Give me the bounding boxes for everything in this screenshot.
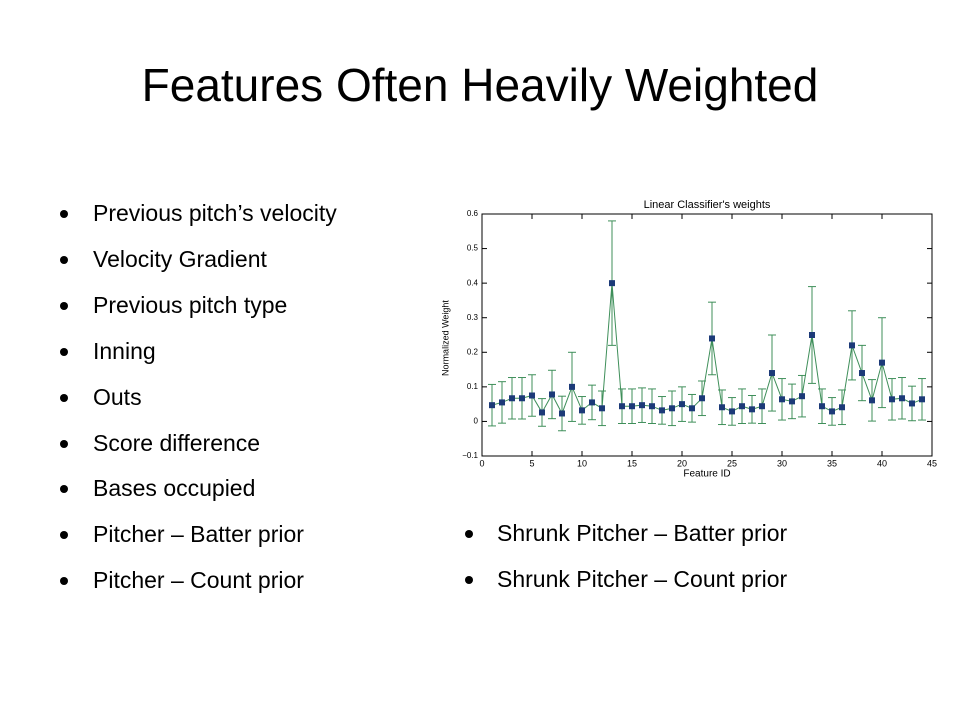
bullet-text: Inning bbox=[93, 337, 156, 364]
bullet-dot bbox=[60, 210, 68, 218]
data-marker bbox=[869, 397, 875, 404]
x-tick-label: 20 bbox=[677, 458, 687, 468]
bullet-dot bbox=[60, 485, 68, 494]
bullet-text: Bases occupied bbox=[93, 475, 256, 502]
bullet-dot bbox=[60, 439, 68, 448]
plot-frame bbox=[481, 213, 933, 457]
data-marker bbox=[789, 398, 795, 405]
data-marker bbox=[649, 403, 655, 410]
bullet-text: Previous pitch type bbox=[93, 291, 288, 318]
x-tick-label: 30 bbox=[777, 458, 787, 468]
data-marker bbox=[559, 410, 565, 417]
data-marker bbox=[689, 405, 695, 412]
data-marker bbox=[529, 392, 535, 399]
bullet-dot bbox=[465, 530, 473, 538]
data-marker bbox=[589, 399, 595, 406]
y-tick-label: 0 bbox=[474, 417, 479, 426]
bullet-dot bbox=[60, 531, 68, 540]
data-marker bbox=[749, 406, 755, 413]
data-marker bbox=[619, 403, 625, 410]
data-marker bbox=[539, 409, 545, 416]
data-marker bbox=[839, 404, 845, 411]
x-tick-label: 40 bbox=[877, 458, 887, 468]
x-tick-label: 15 bbox=[627, 458, 637, 468]
data-marker bbox=[669, 405, 675, 412]
x-tick-label: 10 bbox=[577, 458, 587, 468]
y-tick-label: 0.5 bbox=[467, 244, 479, 253]
data-marker bbox=[609, 280, 615, 287]
data-marker bbox=[579, 407, 585, 414]
x-tick-label: 5 bbox=[529, 458, 534, 468]
y-tick-label: −0.1 bbox=[462, 451, 478, 460]
data-marker bbox=[829, 408, 835, 415]
data-marker bbox=[599, 405, 605, 412]
data-line bbox=[491, 283, 923, 415]
data-marker bbox=[729, 408, 735, 415]
bullet-text: Pitcher – Batter prior bbox=[93, 521, 304, 548]
bullet-dot bbox=[465, 576, 473, 584]
data-marker bbox=[549, 391, 555, 398]
bullet-text: Pitcher – Count prior bbox=[93, 567, 304, 594]
data-marker bbox=[499, 399, 505, 406]
data-marker bbox=[889, 396, 895, 403]
x-tick-label: 45 bbox=[927, 458, 937, 468]
x-tick-label: 35 bbox=[827, 458, 837, 468]
data-marker bbox=[859, 370, 865, 377]
chart-title: Linear Classifier's weights bbox=[644, 199, 771, 211]
y-tick-label: 0.2 bbox=[467, 347, 479, 356]
slide-title: Features Often Heavily Weighted bbox=[141, 59, 819, 111]
data-marker bbox=[639, 402, 645, 409]
bullet-text: Velocity Gradient bbox=[93, 245, 267, 272]
y-tick-label: 0.6 bbox=[467, 209, 479, 218]
data-marker bbox=[769, 370, 775, 377]
data-marker bbox=[629, 403, 635, 410]
bullet-dot bbox=[60, 393, 68, 402]
y-tick-label: 0.4 bbox=[467, 278, 479, 287]
data-marker bbox=[819, 403, 825, 410]
data-marker bbox=[569, 383, 575, 390]
data-marker bbox=[659, 407, 665, 414]
data-marker bbox=[779, 396, 785, 403]
data-marker bbox=[699, 395, 705, 402]
data-marker bbox=[899, 395, 905, 402]
bullet-dot bbox=[60, 577, 68, 586]
data-marker bbox=[519, 395, 525, 402]
data-marker bbox=[759, 403, 765, 410]
bullet-text: Previous pitch’s velocity bbox=[93, 200, 337, 226]
bullet-text: Outs bbox=[93, 383, 142, 410]
bullet-text: Score difference bbox=[93, 429, 261, 456]
data-marker bbox=[509, 395, 515, 402]
data-marker bbox=[879, 359, 885, 366]
data-marker bbox=[679, 401, 685, 408]
bullet-dot bbox=[60, 255, 68, 264]
data-marker bbox=[709, 335, 715, 342]
data-marker bbox=[919, 396, 925, 403]
y-tick-label: 0.3 bbox=[467, 313, 479, 322]
x-tick-label: 0 bbox=[479, 458, 484, 468]
data-marker bbox=[799, 393, 805, 400]
data-marker bbox=[489, 402, 495, 409]
bullet-dot bbox=[60, 301, 68, 310]
data-marker bbox=[849, 342, 855, 349]
bullet-dot bbox=[60, 347, 68, 356]
bullet-text: Shrunk Pitcher – Count prior bbox=[497, 566, 788, 592]
y-axis-label: Normalized Weight bbox=[440, 300, 450, 376]
x-axis-label: Feature ID bbox=[683, 469, 730, 480]
data-marker bbox=[719, 404, 725, 411]
y-tick-label: 0.1 bbox=[467, 382, 479, 391]
data-marker bbox=[909, 400, 915, 407]
data-marker bbox=[739, 403, 745, 410]
bullet-text: Shrunk Pitcher – Batter prior bbox=[497, 520, 788, 546]
data-marker bbox=[809, 332, 815, 338]
x-tick-label: 25 bbox=[727, 458, 737, 468]
